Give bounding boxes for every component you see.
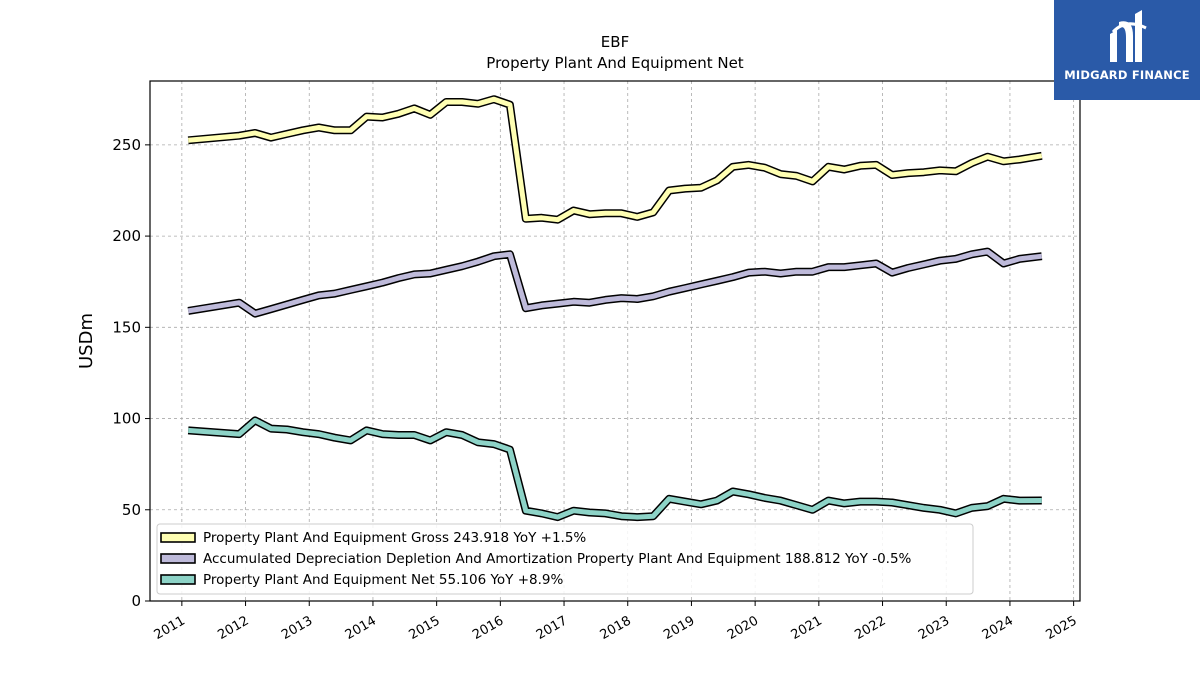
- midgard-finance-logo: MIDGARD FINANCE: [1054, 0, 1200, 100]
- y-tick-label: 0: [131, 592, 141, 610]
- legend-entry: Accumulated Depreciation Depletion And A…: [203, 551, 912, 567]
- plot-frame: [149, 80, 1081, 602]
- y-tick-label: 250: [112, 136, 141, 154]
- series-line-2: [188, 417, 1042, 520]
- y-tick-label: 150: [112, 318, 141, 336]
- legend-swatch: [160, 553, 196, 564]
- series-line-1: [187, 249, 1043, 317]
- legend-box: [156, 523, 974, 595]
- legend-swatch: [160, 532, 196, 543]
- legend-entry: Property Plant And Equipment Net 55.106 …: [203, 572, 563, 588]
- y-tick-label: 200: [112, 227, 141, 245]
- series-line-0: [187, 96, 1043, 223]
- legend: Property Plant And Equipment Gross 243.9…: [156, 523, 974, 595]
- chart-title: EBF: [601, 33, 629, 51]
- logo-mark-icon: [1110, 10, 1147, 62]
- y-tick-label: 50: [122, 501, 141, 519]
- legend-entry: Property Plant And Equipment Gross 243.9…: [203, 530, 586, 546]
- legend-swatch: [160, 574, 196, 585]
- series-layer: [187, 95, 1043, 522]
- y-axis-label: USDm: [76, 313, 97, 369]
- logo-text: MIDGARD FINANCE: [1064, 68, 1190, 82]
- y-tick-label: 100: [112, 410, 141, 428]
- chart-subtitle: Property Plant And Equipment Net: [486, 54, 743, 72]
